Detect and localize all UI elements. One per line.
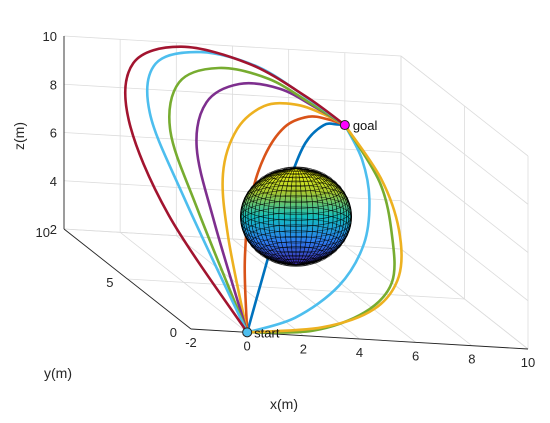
sidewall-grid-z [400,248,529,350]
goal-marker [339,120,350,131]
sidewall-grid-z [400,200,529,302]
trajectory-line-9 [245,123,396,334]
z-tick-label: 8 [50,77,57,92]
z-tick-label: 2 [50,222,57,237]
start-marker [242,327,253,338]
z-tick-label: 10 [43,29,57,44]
x-tick-label: 2 [300,342,307,357]
backwall-grid-z [63,83,402,105]
z-tick-label: 4 [50,174,57,189]
y-axis-line [63,228,192,330]
obstacle-sphere [240,166,352,267]
goal-label: goal [353,118,378,133]
x-tick-label: 10 [521,355,535,370]
z-axis-label: z(m) [11,122,27,150]
backwall-grid-z [63,228,402,250]
trajectory-line-10 [245,123,403,334]
trajectory-line-8 [245,123,371,334]
trajectory-line-5 [168,66,347,334]
y-tick-label: 0 [170,325,177,340]
y-tick-label: 5 [106,275,113,290]
x-tick-label: 6 [412,348,419,363]
trajectory-line-1 [245,122,347,334]
y-axis-label: y(m) [44,365,72,381]
backwall-grid-z [63,132,402,153]
start-label: start [254,325,280,340]
y-tick-label: 10 [36,225,50,240]
trajectory-line-2 [243,115,347,334]
backwall-grid-z [63,35,402,57]
sidewall-grid-z [400,55,529,157]
front-series-layer [245,123,403,334]
back-series-layer [124,45,347,334]
x-tick-label: -2 [185,335,197,350]
markers: start goal [242,118,378,340]
grid-layer [63,35,529,350]
trajectory-line-3 [221,101,347,334]
x-tick-label: 8 [468,352,475,367]
z-tick-label: 6 [50,126,57,141]
sidewall-grid-z [400,152,529,253]
x-tick-label: 4 [356,345,363,360]
x-axis-label: x(m) [270,396,298,412]
sidewall-grid-z [400,103,529,205]
x-tick-label: 0 [244,338,251,353]
sphere-longitude [240,168,352,266]
trajectory-line-7 [124,45,347,334]
floor-grid-y [127,278,465,300]
